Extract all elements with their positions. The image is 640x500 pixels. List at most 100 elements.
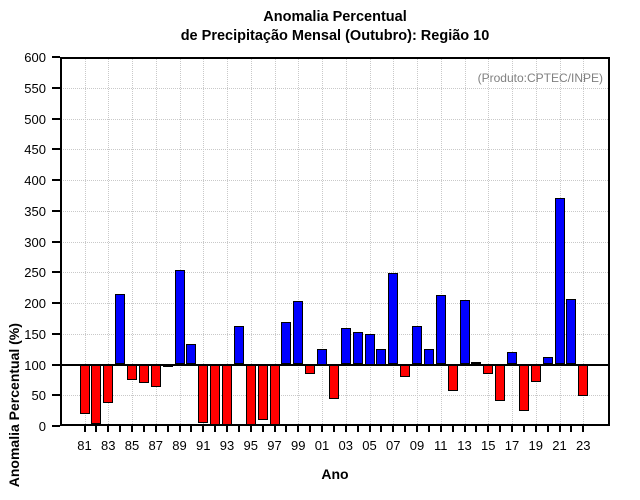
bar-1989 — [174, 270, 185, 365]
v-gridline-2007 — [393, 57, 395, 426]
y-tick-label-100: 100 — [24, 357, 46, 373]
y-tick-label-550: 550 — [24, 80, 46, 96]
v-gridline-1987 — [155, 57, 157, 426]
x-tick-label-2011: 11 — [434, 438, 448, 453]
bar-1996 — [257, 364, 268, 421]
x-tick-2001 — [321, 426, 324, 432]
bar-1984 — [115, 293, 126, 365]
bar-2014 — [471, 362, 482, 365]
x-tick-2007 — [392, 426, 395, 432]
bar-2013 — [459, 299, 470, 365]
x-tick-1982 — [95, 426, 98, 432]
v-gridline-1997 — [274, 57, 276, 426]
x-tick-label-1991: 91 — [196, 438, 211, 453]
x-tick-label-1993: 93 — [219, 438, 235, 453]
bar-1985 — [127, 364, 137, 380]
x-tick-1984 — [119, 426, 122, 432]
bar-2006 — [376, 349, 387, 365]
x-tick-label-1997: 97 — [267, 438, 282, 453]
bar-2004 — [352, 331, 363, 365]
x-tick-2005 — [368, 426, 371, 432]
y-tick-label-450: 450 — [24, 142, 46, 158]
x-tick-1981 — [83, 426, 86, 432]
x-tick-1988 — [166, 426, 169, 432]
v-gridline-2001 — [322, 57, 324, 426]
v-gridline-2005 — [369, 57, 371, 426]
bar-2021 — [554, 198, 565, 365]
v-gridline-2013 — [464, 57, 466, 426]
y-tick-label-300: 300 — [24, 234, 46, 250]
bar-1997 — [269, 364, 280, 425]
x-tick-1990 — [190, 426, 193, 432]
bar-2007 — [388, 272, 399, 365]
v-gridline-1995 — [250, 57, 252, 426]
x-tick-2011 — [439, 426, 442, 432]
x-tick-1989 — [178, 426, 181, 432]
y-tick-label-600: 600 — [24, 50, 46, 65]
x-tick-1992 — [214, 426, 217, 432]
x-tick-1986 — [142, 426, 145, 432]
x-tick-2002 — [332, 426, 335, 432]
x-tick-label-1987: 87 — [148, 438, 163, 453]
bar-2019 — [530, 364, 541, 382]
y-tick-0 — [52, 425, 60, 427]
bar-2017 — [507, 351, 518, 365]
x-tick-2013 — [463, 426, 466, 432]
x-tick-label-2017: 17 — [504, 438, 520, 453]
x-tick-label-2005: 05 — [362, 438, 377, 453]
y-tick-label-350: 350 — [24, 203, 46, 219]
bar-2018 — [518, 364, 529, 411]
x-axis-title: Ano — [321, 466, 349, 482]
h-gridline-250 — [60, 272, 610, 274]
y-tick-350 — [52, 209, 60, 212]
v-gridline-1993 — [227, 57, 228, 426]
y-tick-label-250: 250 — [24, 265, 46, 281]
bar-1998 — [281, 322, 292, 365]
bar-2003 — [340, 328, 351, 365]
x-tick-label-1999: 99 — [291, 438, 306, 453]
y-tick-250 — [52, 271, 60, 274]
bar-2000 — [305, 364, 316, 375]
y-tick-label-0: 0 — [38, 419, 46, 434]
bar-2001 — [317, 349, 328, 365]
bar-2011 — [435, 295, 446, 365]
x-tick-2008 — [404, 426, 407, 432]
bar-1999 — [293, 300, 304, 365]
y-tick-600 — [52, 56, 60, 58]
v-gridline-1999 — [298, 57, 300, 426]
v-gridline-1991 — [203, 57, 205, 426]
y-tick-label-200: 200 — [24, 296, 46, 311]
x-tick-1983 — [107, 426, 110, 432]
bar-1983 — [103, 364, 114, 403]
x-tick-2023 — [582, 426, 585, 432]
bar-2009 — [412, 326, 423, 365]
bar-2008 — [400, 364, 411, 377]
chart-title-line-1: Anomalia Percentual — [263, 9, 407, 25]
x-tick-2022 — [570, 426, 573, 432]
x-tick-1993 — [226, 426, 228, 432]
x-tick-2012 — [451, 426, 454, 432]
chart-title: Anomalia Percentual de Precipitação Mens… — [60, 8, 610, 46]
x-tick-2016 — [499, 426, 502, 432]
y-tick-400 — [52, 179, 60, 181]
bar-1995 — [245, 364, 256, 425]
bar-2010 — [423, 349, 434, 365]
y-tick-550 — [52, 86, 60, 89]
bar-2005 — [364, 333, 375, 365]
y-tick-label-150: 150 — [24, 326, 46, 342]
x-tick-2009 — [416, 426, 419, 432]
x-tick-label-2015: 15 — [481, 438, 496, 453]
v-gridline-2011 — [440, 57, 442, 426]
x-tick-2021 — [558, 426, 561, 432]
bar-2002 — [328, 364, 339, 399]
x-tick-label-2007: 07 — [386, 438, 401, 453]
v-gridline-2009 — [417, 57, 419, 426]
y-tick-100 — [52, 363, 60, 366]
h-gridline-450 — [60, 149, 610, 151]
x-tick-1985 — [131, 426, 133, 432]
bar-2023 — [578, 364, 589, 397]
x-tick-label-2009: 09 — [409, 438, 425, 453]
bar-2012 — [447, 364, 458, 391]
x-tick-label-1985: 85 — [124, 438, 140, 453]
v-gridline-2015 — [488, 57, 490, 426]
